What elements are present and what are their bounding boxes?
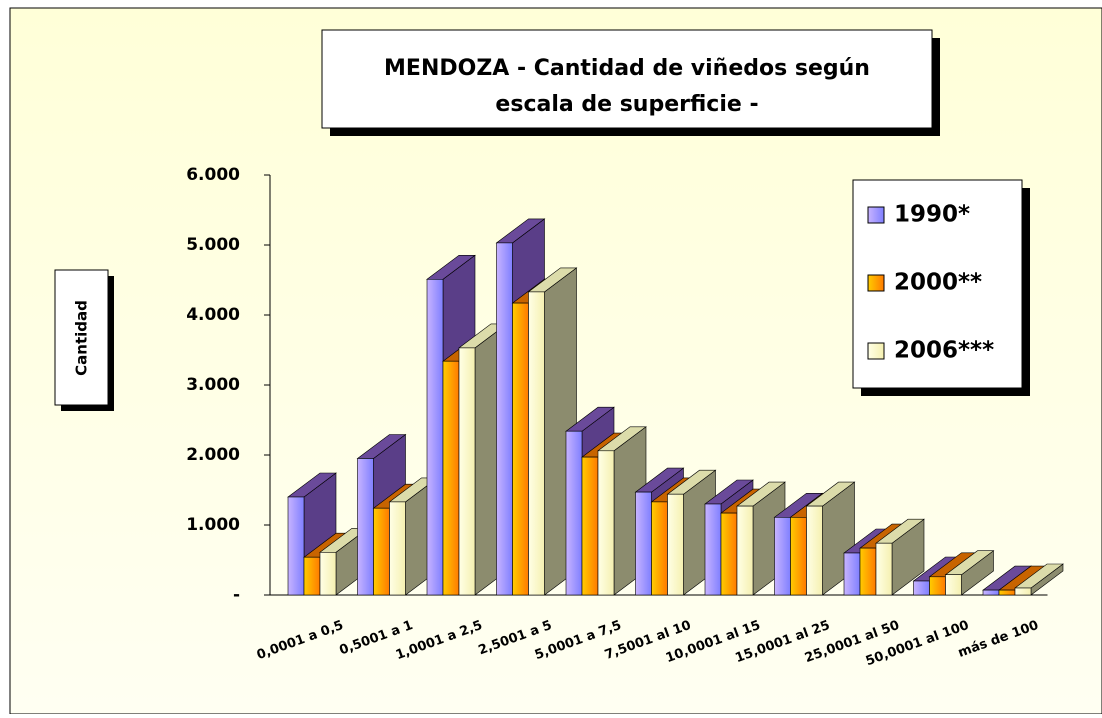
bar [426,278,444,596]
bar [982,589,1000,596]
bar [442,360,460,596]
title-box [321,29,933,129]
bar [496,242,513,596]
y-tick-label: 3.000 [186,375,240,395]
bar [774,516,791,596]
legend-swatch [867,274,885,292]
bar [528,291,545,596]
y-tick-label: - [233,585,240,605]
bar [389,501,406,596]
y-label-box [54,269,109,406]
bar [875,542,893,596]
legend-swatch [867,342,885,360]
bar [512,302,529,596]
bar [929,576,946,596]
y-tick-label: 2.000 [186,445,240,465]
bar [913,580,930,596]
bar [373,507,390,596]
bar [790,516,807,596]
y-tick-label: 1.000 [186,515,240,535]
bar [720,512,738,596]
legend-swatch [867,206,885,224]
bar [303,556,321,596]
bar [458,347,476,596]
bar [736,505,754,596]
chart-title: MENDOZA - Cantidad de viñedos según [384,56,870,81]
bar [1014,587,1032,596]
bar [859,547,877,596]
bar [357,458,374,596]
bar [581,456,599,596]
bar [806,505,823,596]
y-tick-label: 5.000 [186,235,240,255]
bar [945,574,962,596]
bar [704,503,722,596]
y-tick-label: 4.000 [186,305,240,325]
bar [287,496,305,596]
legend-label: 1990* [894,202,970,228]
bar [565,430,583,596]
bar [635,491,652,596]
y-tick-label: 6.000 [186,165,240,185]
bar [667,493,684,596]
bar [597,450,615,596]
bar [843,552,861,596]
y-axis-label: Cantidad [73,300,91,376]
bar [998,589,1016,596]
chart-title: escala de superficie - [495,92,758,117]
legend-label: 2000** [894,270,982,296]
legend-label: 2006*** [894,338,994,364]
bar [319,551,337,596]
bar [651,501,668,596]
